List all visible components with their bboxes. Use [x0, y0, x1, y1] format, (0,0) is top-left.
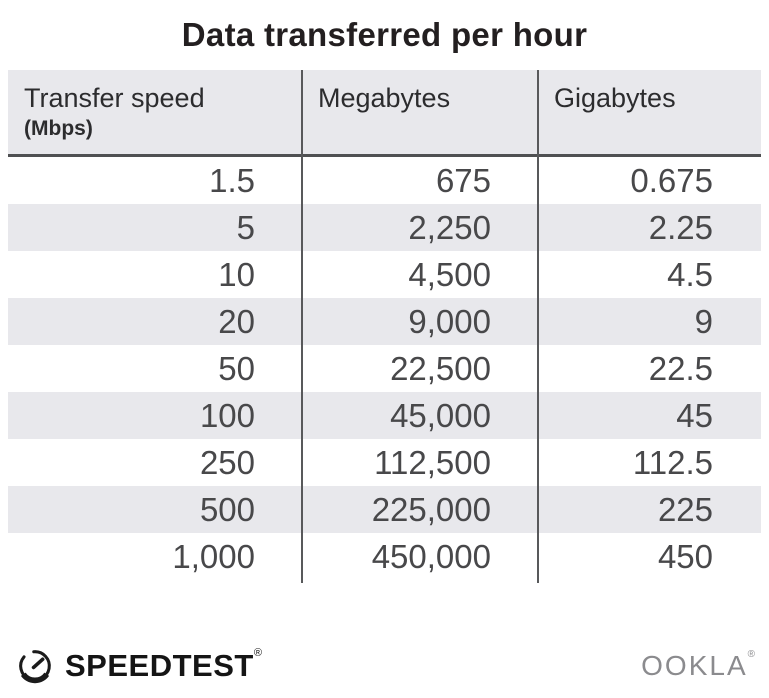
table-row: 20 9,000 9 — [8, 298, 761, 345]
header-gigabytes-label: Gigabytes — [554, 83, 676, 113]
cell-gigabytes: 450 — [657, 537, 713, 575]
column-divider — [301, 70, 303, 583]
header-megabytes-label: Megabytes — [318, 83, 451, 113]
registered-mark: ® — [253, 647, 263, 659]
speedtest-wordmark: SPEEDTEST® — [65, 647, 263, 684]
cell-megabytes: 22,500 — [390, 349, 491, 387]
cell-megabytes: 4,500 — [408, 255, 491, 293]
cell-speed: 1,000 — [172, 537, 255, 575]
table-row: 1.5 675 0.675 — [8, 157, 761, 204]
cell-speed: 5 — [236, 208, 255, 246]
table-row: 10 4,500 4.5 — [8, 251, 761, 298]
cell-gigabytes: 22.5 — [648, 349, 713, 387]
footer: SPEEDTEST® OOKLA® — [14, 642, 757, 690]
page-title: Data transferred per hour — [181, 16, 588, 53]
table-row: 50 22,500 22.5 — [8, 345, 761, 392]
header-gigabytes: Gigabytes — [538, 70, 761, 154]
cell-megabytes: 450,000 — [371, 537, 491, 575]
cell-megabytes: 2,250 — [408, 208, 491, 246]
cell-gigabytes: 225 — [657, 490, 713, 528]
cell-speed: 100 — [199, 396, 255, 434]
table-row: 100 45,000 45 — [8, 392, 761, 439]
cell-gigabytes: 0.675 — [630, 161, 713, 199]
table-header-row: Transfer speed (Mbps) Megabytes Gigabyte… — [8, 70, 761, 157]
header-megabytes: Megabytes — [302, 70, 538, 154]
cell-speed: 1.5 — [209, 161, 255, 199]
cell-speed: 20 — [218, 302, 255, 340]
speedtest-gauge-icon — [14, 645, 65, 687]
column-divider — [537, 70, 539, 583]
cell-gigabytes: 112.5 — [632, 443, 713, 481]
cell-megabytes: 112,500 — [374, 443, 491, 481]
header-transfer-speed-unit: (Mbps) — [24, 117, 93, 141]
cell-speed: 250 — [199, 443, 255, 481]
table-row: 500 225,000 225 — [8, 486, 761, 533]
cell-megabytes: 675 — [435, 161, 491, 199]
cell-megabytes: 9,000 — [408, 302, 491, 340]
header-transfer-speed: Transfer speed (Mbps) — [8, 70, 302, 154]
data-table: Transfer speed (Mbps) Megabytes Gigabyte… — [8, 70, 761, 583]
table-row: 5 2,250 2.25 — [8, 204, 761, 251]
cell-speed: 10 — [218, 255, 255, 293]
cell-speed: 500 — [199, 490, 255, 528]
cell-speed: 50 — [218, 349, 255, 387]
registered-mark: ® — [747, 649, 757, 660]
table-body: 1.5 675 0.675 5 2,250 2.25 10 4,500 4.5 … — [8, 157, 761, 580]
header-transfer-speed-label: Transfer speed — [24, 83, 205, 113]
table-row: 250 112,500 112.5 — [8, 439, 761, 486]
cell-gigabytes: 9 — [694, 302, 713, 340]
cell-gigabytes: 4.5 — [667, 255, 713, 293]
cell-megabytes: 225,000 — [371, 490, 491, 528]
speedtest-logo: SPEEDTEST® — [14, 645, 262, 687]
ookla-logo: OOKLA® — [641, 649, 757, 682]
cell-megabytes: 45,000 — [390, 396, 491, 434]
table-row: 1,000 450,000 450 — [8, 533, 761, 580]
cell-gigabytes: 45 — [676, 396, 713, 434]
cell-gigabytes: 2.25 — [648, 208, 713, 246]
